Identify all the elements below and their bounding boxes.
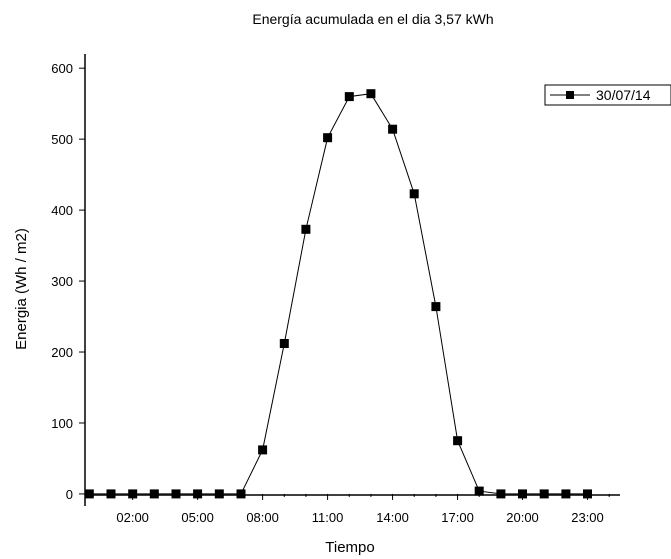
data-point xyxy=(106,489,116,499)
plot-area: 0 100 200 300 400 500 600 02:00 05:00 08:00 11:00… xyxy=(51,54,620,525)
x-tick-label: 02:00 xyxy=(116,510,149,525)
x-tick-label: 20:00 xyxy=(506,510,539,525)
y-tick-label: 400 xyxy=(51,203,73,218)
x-tick-label: 05:00 xyxy=(181,510,214,525)
data-point xyxy=(128,489,138,499)
series-line xyxy=(89,93,588,495)
data-point xyxy=(366,89,376,99)
x-axis-ticks: 02:00 05:00 08:00 11:00 14:00 17:00 20:00 23:00 xyxy=(88,493,610,525)
y-tick-label: 100 xyxy=(51,416,73,431)
x-tick-label: 11:00 xyxy=(312,510,344,525)
legend-marker-icon xyxy=(566,91,574,99)
y-axis-ticks: 0 100 200 300 400 500 600 xyxy=(51,61,85,502)
data-point xyxy=(431,302,441,312)
x-tick-label: 14:00 xyxy=(376,510,409,525)
data-point xyxy=(279,339,289,348)
x-tick-label: 17:00 xyxy=(441,510,474,525)
y-axis-label: Energia (Wh / m2) xyxy=(13,228,30,350)
data-point xyxy=(561,489,571,499)
x-axis-label: Tiempo xyxy=(325,539,374,556)
data-point xyxy=(84,489,94,499)
y-tick-label: 300 xyxy=(51,274,73,289)
y-tick-label: 600 xyxy=(51,61,73,76)
data-point xyxy=(496,489,506,499)
data-point xyxy=(474,486,484,496)
series-markers xyxy=(84,89,592,499)
y-tick-label: 0 xyxy=(66,487,73,502)
data-point xyxy=(323,133,333,143)
data-point xyxy=(301,224,311,234)
legend-box xyxy=(544,84,671,106)
legend: 30/07/14 xyxy=(544,84,671,106)
data-point xyxy=(453,436,463,446)
chart-title: Energía acumulada en el dia 3,57 kWh xyxy=(252,11,493,27)
data-point xyxy=(583,489,592,499)
data-point xyxy=(344,92,354,102)
data-point xyxy=(258,445,268,455)
data-point xyxy=(214,489,224,499)
data-point xyxy=(236,489,246,499)
data-point xyxy=(149,489,159,499)
data-point xyxy=(388,124,398,134)
x-tick-label: 08:00 xyxy=(246,510,279,525)
y-tick-label: 500 xyxy=(51,132,73,147)
data-point xyxy=(171,489,181,499)
data-point xyxy=(193,489,203,499)
legend-label: 30/07/14 xyxy=(596,87,651,103)
x-tick-label: 23:00 xyxy=(571,510,604,525)
y-tick-label: 200 xyxy=(51,345,73,360)
data-point xyxy=(518,489,527,499)
data-point xyxy=(539,489,549,499)
data-point xyxy=(409,189,419,199)
